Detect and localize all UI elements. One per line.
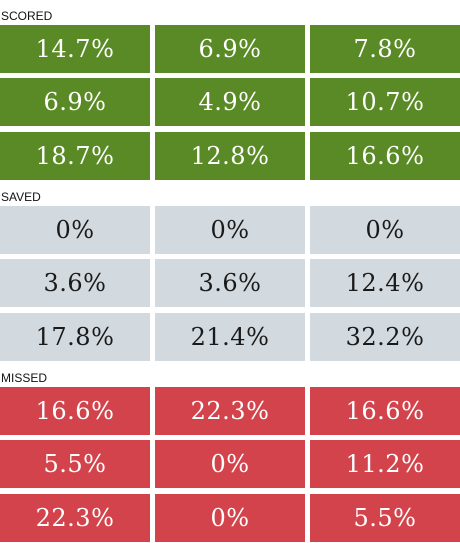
saved-cell-r1-c2: 0% — [155, 206, 305, 254]
saved-cell-r1-c3: 0% — [310, 206, 460, 254]
scored-cell-r3-c3: 16.6% — [310, 132, 460, 180]
missed-cell-r2-c2: 0% — [155, 440, 305, 488]
missed-cell-r2-c1: 5.5% — [0, 440, 150, 488]
scored-cell-r1-c1: 14.7% — [0, 25, 150, 73]
section-label-scored: SCORED — [1, 9, 53, 23]
section-label-saved: SAVED — [1, 190, 41, 204]
missed-cell-r2-c3: 11.2% — [310, 440, 460, 488]
saved-cell-r1-c1: 0% — [0, 206, 150, 254]
missed-cell-r3-c2: 0% — [155, 494, 305, 542]
saved-cell-r3-c1: 17.8% — [0, 313, 150, 361]
missed-cell-r1-c1: 16.6% — [0, 387, 150, 435]
scored-cell-r2-c3: 10.7% — [310, 78, 460, 126]
saved-cell-r2-c2: 3.6% — [155, 259, 305, 307]
scored-cell-r2-c1: 6.9% — [0, 78, 150, 126]
scored-cell-r3-c1: 18.7% — [0, 132, 150, 180]
section-label-missed: MISSED — [1, 371, 48, 385]
saved-cell-r3-c3: 32.2% — [310, 313, 460, 361]
scored-cell-r1-c3: 7.8% — [310, 25, 460, 73]
scored-cell-r1-c2: 6.9% — [155, 25, 305, 73]
missed-cell-r3-c1: 22.3% — [0, 494, 150, 542]
saved-cell-r3-c2: 21.4% — [155, 313, 305, 361]
saved-cell-r2-c1: 3.6% — [0, 259, 150, 307]
missed-cell-r1-c2: 22.3% — [155, 387, 305, 435]
saved-cell-r2-c3: 12.4% — [310, 259, 460, 307]
scored-cell-r2-c2: 4.9% — [155, 78, 305, 126]
missed-cell-r3-c3: 5.5% — [310, 494, 460, 542]
missed-cell-r1-c3: 16.6% — [310, 387, 460, 435]
scored-cell-r3-c2: 12.8% — [155, 132, 305, 180]
